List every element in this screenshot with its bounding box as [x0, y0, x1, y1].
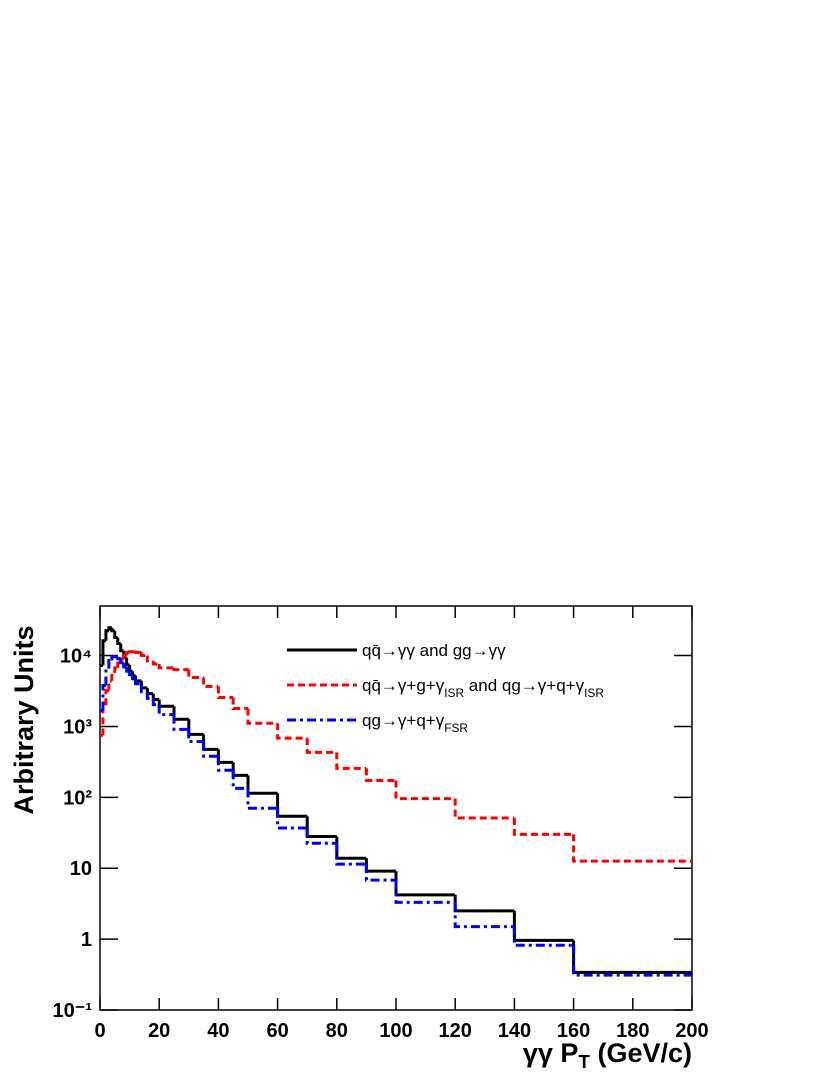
histogram-step	[276, 808, 308, 830]
histogram-step	[134, 650, 142, 654]
histogram-step	[128, 664, 133, 673]
x-tick-label: 120	[439, 1020, 472, 1042]
histogram-step	[172, 706, 189, 721]
histogram-step	[172, 667, 189, 672]
histogram-step	[107, 659, 112, 669]
histogram-step	[276, 793, 308, 818]
histogram-step	[246, 788, 278, 810]
histogram-step	[453, 798, 515, 820]
histogram-step	[335, 836, 367, 860]
x-tick-label: 100	[379, 1020, 412, 1042]
histogram-step	[151, 698, 160, 707]
histogram-step	[512, 926, 574, 947]
histogram-step	[145, 691, 154, 700]
histogram-step	[104, 629, 109, 641]
histogram-step	[202, 734, 219, 751]
histogram-step	[216, 749, 234, 764]
histogram-step	[119, 643, 124, 653]
histogram-step	[305, 827, 337, 845]
x-tick-label: 80	[326, 1020, 348, 1042]
histogram-step	[104, 667, 109, 686]
histogram-step	[116, 637, 121, 645]
histogram-step	[231, 762, 248, 777]
histogram-step	[145, 655, 154, 663]
x-tick-label: 200	[675, 1020, 708, 1042]
histogram-step	[187, 719, 204, 736]
histogram-step	[572, 834, 692, 863]
y-axis-label: Arbitrary Units	[9, 625, 39, 814]
histogram-step	[187, 729, 204, 744]
histogram-step	[125, 650, 130, 656]
histogram-step	[110, 671, 115, 681]
histogram-step	[453, 902, 515, 929]
histogram-step	[101, 639, 106, 666]
histogram-step	[139, 652, 148, 658]
y-tick-label: 10⁻¹	[53, 1000, 93, 1022]
x-tick-label: 140	[498, 1020, 531, 1042]
histogram-step	[572, 940, 692, 974]
y-tick-label: 10⁴	[60, 646, 92, 668]
histogram-step	[572, 945, 692, 977]
histogram-step	[364, 864, 396, 882]
x-tick-label: 180	[616, 1020, 649, 1042]
histogram-step	[276, 723, 308, 740]
histogram-step	[157, 663, 174, 670]
histogram-step	[335, 843, 367, 866]
legend-label: qq̄→γ+g+γISR and qg→γ+q+γISR	[362, 676, 604, 700]
x-tick-label: 60	[266, 1020, 288, 1042]
histogram-step	[116, 656, 121, 661]
histogram-step	[202, 677, 219, 688]
histogram-step	[151, 660, 160, 666]
x-tick-label: 20	[148, 1020, 170, 1042]
plot-frame	[99, 605, 693, 1011]
histogram-step	[512, 818, 574, 836]
histogram-step	[394, 880, 456, 904]
y-tick-label: 10³	[63, 716, 92, 738]
histogram-step	[104, 689, 109, 706]
histogram-step	[216, 686, 234, 699]
histogram-step	[453, 894, 515, 913]
histogram-step	[231, 770, 248, 790]
histogram-step	[157, 699, 174, 708]
histogram-step	[216, 756, 234, 772]
histogram-step	[107, 679, 112, 691]
histogram-step	[512, 910, 574, 942]
histogram-step	[110, 655, 115, 661]
x-tick-label: 0	[94, 1020, 105, 1042]
histogram-step	[172, 714, 189, 731]
histogram-step	[113, 630, 118, 639]
y-tick-label: 1	[81, 929, 92, 951]
histogram-step	[202, 741, 219, 758]
y-tick-label: 10²	[63, 787, 92, 809]
histogram-step	[305, 738, 337, 754]
legend-label: qq̄→γγ and gg→γγ	[362, 641, 506, 660]
histogram-step	[101, 684, 106, 711]
legend-label: qg→γ+q+γFSR	[362, 711, 468, 735]
histogram-step	[394, 871, 456, 897]
histogram-step	[246, 708, 278, 725]
histogram-step	[125, 657, 130, 667]
histogram-step	[394, 780, 456, 801]
histogram-step	[113, 666, 118, 673]
histogram-step	[139, 683, 148, 694]
histogram-step	[335, 752, 367, 770]
histogram-step	[134, 678, 142, 686]
histogram-step	[231, 697, 248, 711]
histogram-step	[119, 658, 124, 665]
histogram-step	[128, 650, 133, 654]
x-axis-label: γγ PT (GeV/c)	[523, 1038, 692, 1073]
x-tick-label: 40	[207, 1020, 229, 1042]
histogram-step	[364, 768, 396, 782]
histogram-step	[364, 858, 396, 873]
x-tick-label: 160	[557, 1020, 590, 1042]
histogram-step	[305, 816, 337, 839]
histogram-step	[157, 704, 174, 717]
histogram-step	[246, 775, 278, 795]
histogram-step	[110, 627, 115, 633]
histogram-step	[187, 669, 204, 679]
histogram-step	[116, 661, 121, 668]
y-tick-label: 10	[70, 858, 92, 880]
